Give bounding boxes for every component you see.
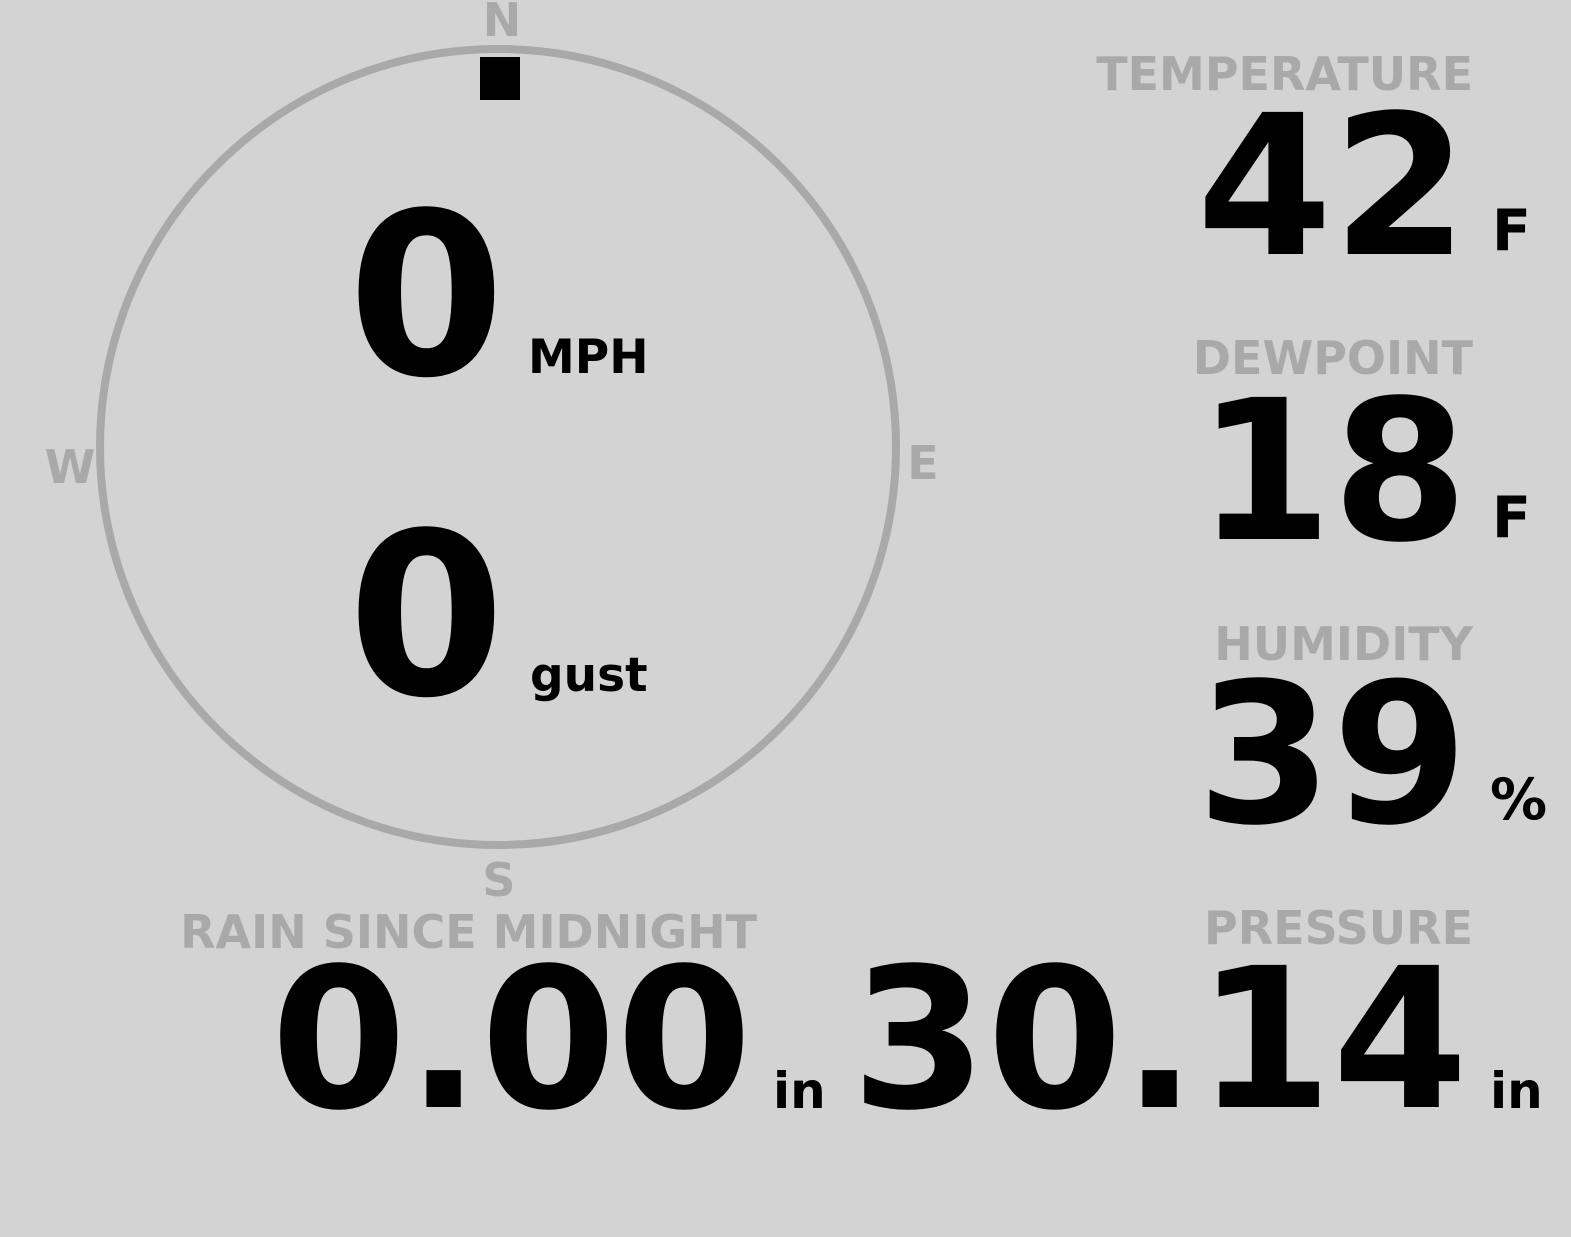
rain-unit: in bbox=[773, 1062, 826, 1120]
wind-speed-unit: MPH bbox=[528, 330, 649, 385]
wind-direction-needle bbox=[480, 57, 520, 100]
humidity-value: 39 bbox=[1196, 641, 1468, 868]
dewpoint-unit: F bbox=[1492, 485, 1531, 551]
temperature-unit: F bbox=[1492, 198, 1531, 264]
humidity-label: HUMIDITY bbox=[1214, 617, 1473, 671]
wind-gust-value: 0 bbox=[347, 485, 505, 748]
wind-gust-unit: gust bbox=[530, 648, 648, 703]
compass-ring bbox=[96, 45, 900, 849]
rain-value: 0.00 bbox=[270, 926, 752, 1153]
compass-east-label: E bbox=[907, 436, 939, 490]
dewpoint-label: DEWPOINT bbox=[1192, 331, 1473, 385]
pressure-value: 30.14 bbox=[851, 926, 1468, 1153]
temperature-label: TEMPERATURE bbox=[1096, 47, 1473, 101]
pressure-label: PRESSURE bbox=[1204, 901, 1473, 955]
compass-south-label: S bbox=[482, 853, 516, 907]
compass-north-label: N bbox=[482, 0, 522, 47]
compass-west-label: W bbox=[44, 440, 96, 494]
humidity-unit: % bbox=[1490, 767, 1548, 833]
wind-compass-dial bbox=[96, 45, 900, 849]
pressure-unit: in bbox=[1490, 1062, 1543, 1120]
temperature-value: 42 bbox=[1196, 73, 1468, 300]
wind-speed-value: 0 bbox=[347, 165, 505, 428]
dewpoint-value: 18 bbox=[1196, 358, 1468, 585]
rain-label: RAIN SINCE MIDNIGHT bbox=[180, 905, 757, 959]
